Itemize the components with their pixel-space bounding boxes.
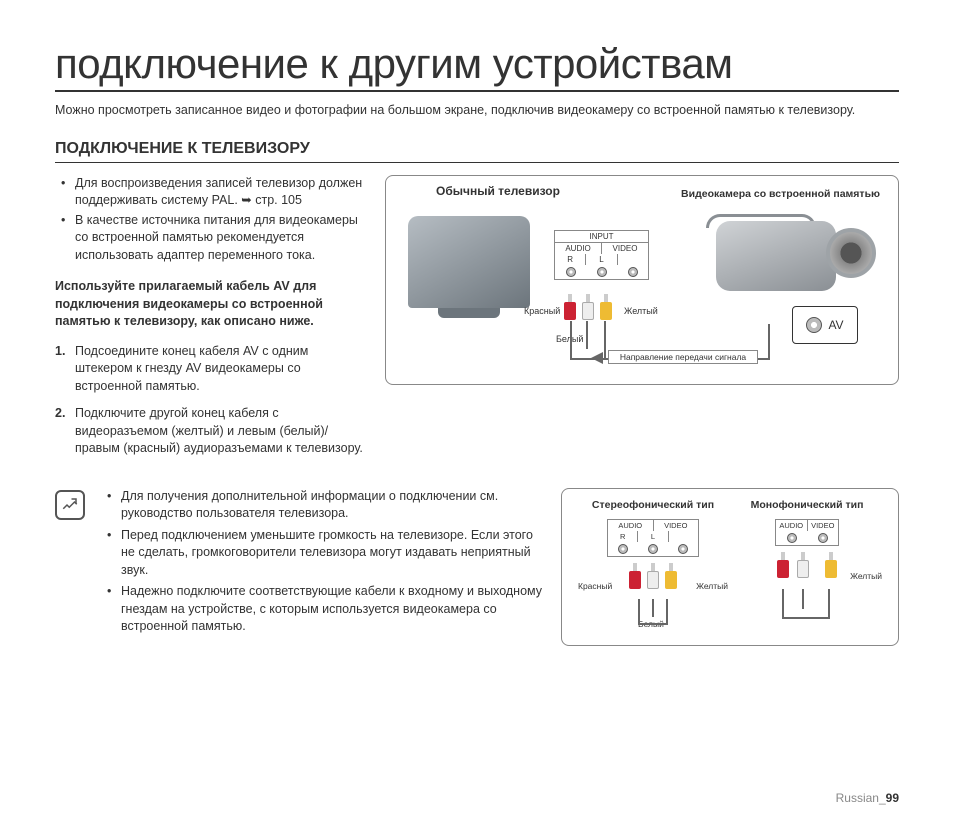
jack-icon xyxy=(618,544,628,554)
rca-yellow-icon xyxy=(825,552,837,578)
rca-yellow-icon xyxy=(665,563,677,589)
audio-label: AUDIO xyxy=(555,243,602,254)
note-icon xyxy=(55,490,85,520)
step-item: 1.Подсоедините конец кабеля AV с одним ш… xyxy=(75,343,365,396)
r-label: R xyxy=(608,531,638,542)
stereo-column: Стереофонический тип AUDIOVIDEO RL Красн… xyxy=(578,499,728,589)
rca-red-icon xyxy=(564,294,576,320)
note-item: Перед подключением уменьшите громкость н… xyxy=(121,527,543,580)
mono-column: Монофонический тип AUDIOVIDEO Желтый xyxy=(732,499,882,578)
cable-icon xyxy=(666,599,668,623)
cable-icon xyxy=(570,321,572,359)
video-label: VIDEO xyxy=(654,520,699,531)
note-text: Для получения дополнительной информации … xyxy=(103,488,543,640)
l-label: L xyxy=(586,254,617,265)
audio-label: AUDIO xyxy=(608,520,654,531)
note-row: Для получения дополнительной информации … xyxy=(55,488,899,646)
av-jack-icon xyxy=(806,317,822,333)
stereo-title: Стереофонический тип xyxy=(578,499,728,511)
input-panel: INPUT AUDIO VIDEO R L xyxy=(554,230,649,280)
bullet-list: Для воспроизведения записей телевизор до… xyxy=(55,175,365,265)
numbered-list: 1.Подсоедините конец кабеля AV с одним ш… xyxy=(55,343,365,458)
stereo-panel: AUDIOVIDEO RL xyxy=(607,519,699,557)
step-text: Подсоедините конец кабеля AV с одним ште… xyxy=(75,344,308,393)
content-row: Для воспроизведения записей телевизор до… xyxy=(55,175,899,468)
type-diagram: Стереофонический тип AUDIOVIDEO RL Красн… xyxy=(561,488,899,646)
red-label: Красный xyxy=(524,306,560,316)
cable-icon xyxy=(638,623,668,625)
audio-label: AUDIO xyxy=(776,520,808,531)
cable-icon xyxy=(802,589,804,609)
right-column: Обычный телевизор Видеокамера со встроен… xyxy=(385,175,899,468)
footer-lang: Russian_ xyxy=(836,791,886,805)
tv-icon xyxy=(408,216,530,308)
rca-plugs xyxy=(564,294,612,320)
cable-icon xyxy=(828,589,830,617)
yellow-label: Желтый xyxy=(624,306,658,316)
cable-icon xyxy=(638,599,640,623)
cable-icon xyxy=(586,321,588,349)
jack-icon xyxy=(678,544,688,554)
video-label: VIDEO xyxy=(808,520,839,531)
note-item: Для получения дополнительной информации … xyxy=(121,488,543,523)
camcorder-icon xyxy=(706,206,876,306)
video-label: VIDEO xyxy=(602,243,648,254)
left-column: Для воспроизведения записей телевизор до… xyxy=(55,175,365,468)
mono-panel: AUDIOVIDEO xyxy=(775,519,839,546)
note-item: Надежно подключите соответствующие кабел… xyxy=(121,583,543,636)
jack-icon xyxy=(818,533,828,543)
page-footer: Russian_99 xyxy=(836,791,899,805)
rca-white-icon xyxy=(647,563,659,589)
bullet-item: Для воспроизведения записей телевизор до… xyxy=(75,175,365,210)
tv-label: Обычный телевизор xyxy=(436,184,560,198)
cable-icon xyxy=(782,589,784,617)
yellow-label: Желтый xyxy=(850,571,882,581)
jack-icon xyxy=(566,267,576,277)
rca-white-icon xyxy=(797,552,809,578)
bullet-item: В качестве источника питания для видеока… xyxy=(75,212,365,265)
cable-icon xyxy=(652,599,654,617)
input-title: INPUT xyxy=(555,231,648,243)
page-title: подключение к другим устройствам xyxy=(55,40,899,92)
footer-page-number: 99 xyxy=(886,791,899,805)
rca-white-icon xyxy=(582,294,594,320)
intro-text: Можно просмотреть записанное видео и фот… xyxy=(55,102,899,120)
av-label: AV xyxy=(828,318,843,332)
instruction-text: Используйте прилагаемый кабель AV для по… xyxy=(55,278,365,331)
jack-icon xyxy=(597,267,607,277)
step-text: Подключите другой конец кабеля с видеора… xyxy=(75,406,363,455)
rca-red-icon xyxy=(629,563,641,589)
camcorder-label: Видеокамера со встроенной памятью xyxy=(681,188,880,200)
jack-icon xyxy=(628,267,638,277)
yellow-label: Желтый xyxy=(696,581,728,591)
cable-icon xyxy=(768,324,770,360)
r-label: R xyxy=(555,254,586,265)
cable-icon xyxy=(604,321,606,359)
signal-direction: Направление передачи сигнала xyxy=(608,350,758,364)
av-box: AV xyxy=(792,306,858,344)
step-item: 2.Подключите другой конец кабеля с видео… xyxy=(75,405,365,458)
red-label: Красный xyxy=(578,581,612,591)
mono-title: Монофонический тип xyxy=(732,499,882,511)
cable-icon xyxy=(782,617,830,619)
jack-icon xyxy=(648,544,658,554)
section-title: ПОДКЛЮЧЕНИЕ К ТЕЛЕВИЗОРУ xyxy=(55,140,899,163)
l-label: L xyxy=(638,531,668,542)
arrow-icon xyxy=(591,352,603,364)
jack-icon xyxy=(787,533,797,543)
connection-diagram: Обычный телевизор Видеокамера со встроен… xyxy=(385,175,899,385)
rca-red-icon xyxy=(777,552,789,578)
rca-yellow-icon xyxy=(600,294,612,320)
